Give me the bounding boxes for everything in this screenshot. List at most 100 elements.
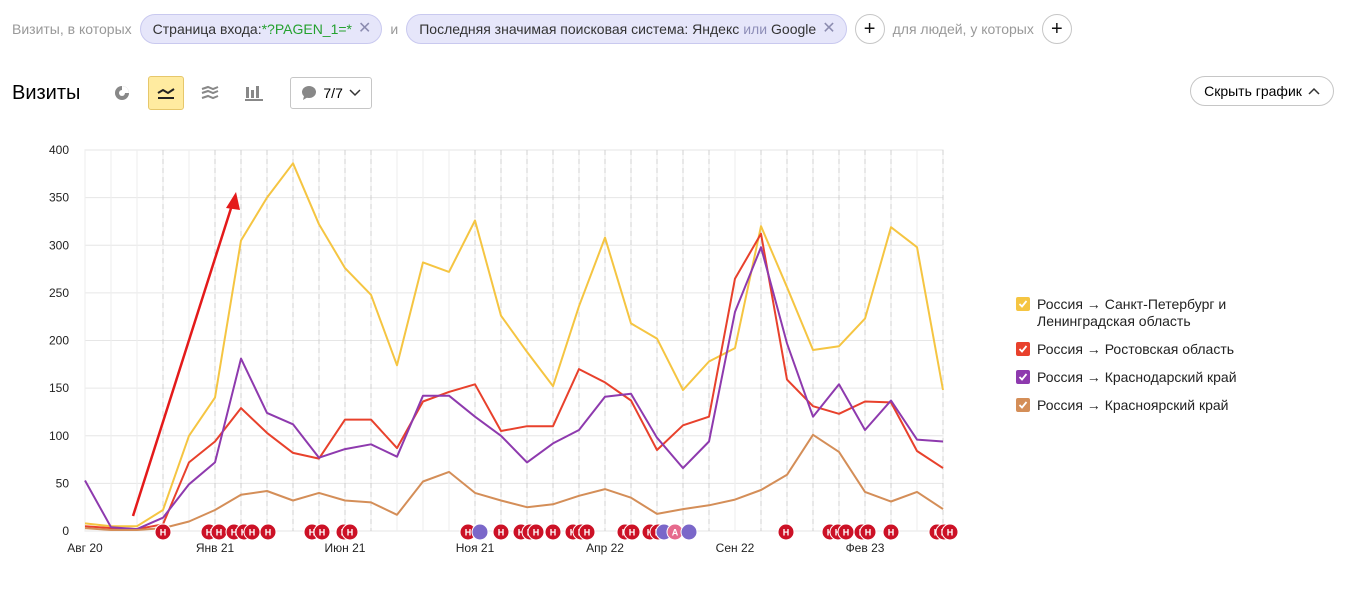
legend-item-spb[interactable]: Россия → Санкт-Петербург и Ленинградская…	[1016, 296, 1276, 330]
chevron-down-icon	[349, 89, 361, 97]
annotation-marker-letter: Н	[465, 528, 472, 538]
annotation-marker-letter: Н	[347, 528, 354, 538]
area-chart-icon	[202, 85, 219, 100]
annotations-select[interactable]: 7/7	[290, 77, 372, 109]
legend-item-krasnodar[interactable]: Россия → Краснодарский край	[1016, 369, 1276, 386]
visits-line-chart: 0 50 100 150 200 250 300 350 400 Авг 20 Янв 21 Июн …	[49, 143, 959, 555]
filter-chip-or: или	[743, 21, 768, 37]
legend-checkbox-krasnoyarsk[interactable]	[1016, 398, 1030, 412]
series-line-2[interactable]	[84, 246, 944, 531]
annotation-marker-letter: А	[672, 528, 679, 538]
annotation-marker[interactable]	[882, 523, 900, 541]
annotation-marker-letter: Н	[206, 528, 213, 538]
x-tick-label: Сен 22	[716, 541, 755, 555]
checkmark-icon	[1018, 373, 1028, 381]
annotations-count: 7/7	[323, 85, 343, 101]
filter-prefix: Визиты, в которых	[12, 21, 132, 37]
annotation-marker[interactable]	[527, 523, 545, 541]
checkmark-icon	[1018, 345, 1028, 353]
checkmark-icon	[1018, 401, 1028, 409]
annotation-marker-letter: Н	[550, 528, 557, 538]
y-tick-label: 400	[49, 143, 69, 157]
annotation-marker-letter: Н	[865, 528, 872, 538]
pie-chart-icon	[115, 86, 130, 100]
annotation-marker[interactable]	[259, 523, 277, 541]
bar-chart-button[interactable]	[236, 76, 272, 110]
x-tick-label: Авг 20	[67, 541, 103, 555]
y-tick-label: 150	[49, 381, 69, 395]
annotation-marker-letter: Н	[249, 528, 256, 538]
plus-icon: +	[1051, 18, 1063, 40]
close-icon[interactable]: ✕	[822, 20, 836, 37]
filter-connector: и	[390, 21, 399, 37]
y-tick-label: 200	[49, 334, 69, 348]
annotation-marker[interactable]	[680, 523, 698, 541]
annotation-marker-letter: Н	[265, 528, 272, 538]
chart-legend: Россия → Санкт-Петербург и Ленинградская…	[1016, 296, 1276, 425]
y-tick-label: 300	[49, 238, 69, 252]
series-line-3[interactable]	[84, 433, 944, 531]
filter-chip-entry-page-label: Страница входа:	[152, 21, 262, 37]
filter-chip-search-engine[interactable]: Последняя значимая поисковая система: Ян…	[406, 14, 847, 44]
annotation-marker[interactable]	[471, 523, 489, 541]
x-tick-label: Апр 22	[586, 541, 624, 555]
hide-chart-label: Скрыть график	[1204, 83, 1302, 99]
checkmark-icon	[1018, 300, 1028, 308]
legend-item-rostov[interactable]: Россия → Ростовская область	[1016, 341, 1276, 358]
legend-label-spb: Россия → Санкт-Петербург и Ленинградская…	[1037, 296, 1227, 329]
y-tick-label: 50	[56, 476, 70, 490]
add-people-condition-button[interactable]: +	[1041, 14, 1072, 44]
annotation-marker-letter: Н	[498, 528, 505, 538]
trend-arrow-line	[131, 201, 235, 517]
close-icon[interactable]: ✕	[358, 20, 372, 37]
filter-chip-search-engine-label: Последняя значимая поисковая система: Ян…	[419, 21, 740, 37]
annotation-marker[interactable]	[623, 523, 641, 541]
annotation-marker[interactable]	[341, 523, 359, 541]
annotation-marker-letter: Н	[216, 528, 223, 538]
annotation-marker-letter: Н	[947, 528, 954, 538]
annotation-marker-letter: Н	[160, 528, 167, 538]
add-visit-condition-button[interactable]: +	[854, 14, 885, 44]
series-line-0[interactable]	[84, 162, 944, 528]
annotation-marker[interactable]	[859, 523, 877, 541]
annotation-marker[interactable]	[544, 523, 562, 541]
legend-checkbox-spb[interactable]	[1016, 297, 1030, 311]
annotation-marker-letter: Н	[843, 528, 850, 538]
annotation-marker[interactable]	[154, 523, 172, 541]
x-tick-label: Фев 23	[846, 541, 885, 555]
annotation-marker-letter: Н	[518, 528, 525, 538]
bar-chart-icon	[245, 86, 264, 101]
annotation-marker[interactable]	[313, 523, 331, 541]
arrow-head-icon	[226, 192, 240, 210]
annotation-marker[interactable]	[578, 523, 596, 541]
annotation-marker-letter: Н	[231, 528, 238, 538]
pie-chart-button[interactable]	[104, 76, 140, 110]
annotation-marker-letter: Н	[888, 528, 895, 538]
legend-item-krasnoyarsk[interactable]: Россия → Красноярский край	[1016, 397, 1276, 414]
x-tick-label: Ноя 21	[456, 541, 495, 555]
annotation-marker-letter: Н	[319, 528, 326, 538]
line-chart-button[interactable]	[148, 76, 185, 110]
legend-checkbox-krasnodar[interactable]	[1016, 370, 1030, 384]
y-tick-label: 0	[62, 524, 69, 538]
area-chart-button[interactable]	[192, 76, 228, 110]
annotation-marker-letter: Н	[584, 528, 591, 538]
annotation-marker[interactable]	[777, 523, 795, 541]
annotation-marker-letter: Н	[309, 528, 316, 538]
legend-label-krasnodar: Россия → Краснодарский край	[1037, 369, 1237, 385]
segment-filter-bar: Визиты, в которых Страница входа: *?PAGE…	[12, 14, 1072, 44]
annotation-marker-letter: Н	[629, 528, 636, 538]
annotation-marker[interactable]	[941, 523, 959, 541]
annotation-marker[interactable]	[492, 523, 510, 541]
y-tick-label: 100	[49, 429, 69, 443]
legend-label-rostov: Россия → Ростовская область	[1037, 341, 1235, 357]
people-condition-text: для людей, у которых	[892, 21, 1034, 37]
comment-icon	[302, 86, 317, 100]
hide-chart-button[interactable]: Скрыть график	[1190, 76, 1334, 106]
series-line-1[interactable]	[84, 232, 944, 531]
y-tick-label: 250	[49, 286, 69, 300]
annotation-marker-letter: Н	[783, 528, 790, 538]
legend-checkbox-rostov[interactable]	[1016, 342, 1030, 356]
chart-toolbar: Визиты 7/7	[12, 76, 372, 110]
filter-chip-entry-page[interactable]: Страница входа: *?PAGEN_1=* ✕	[139, 14, 383, 44]
